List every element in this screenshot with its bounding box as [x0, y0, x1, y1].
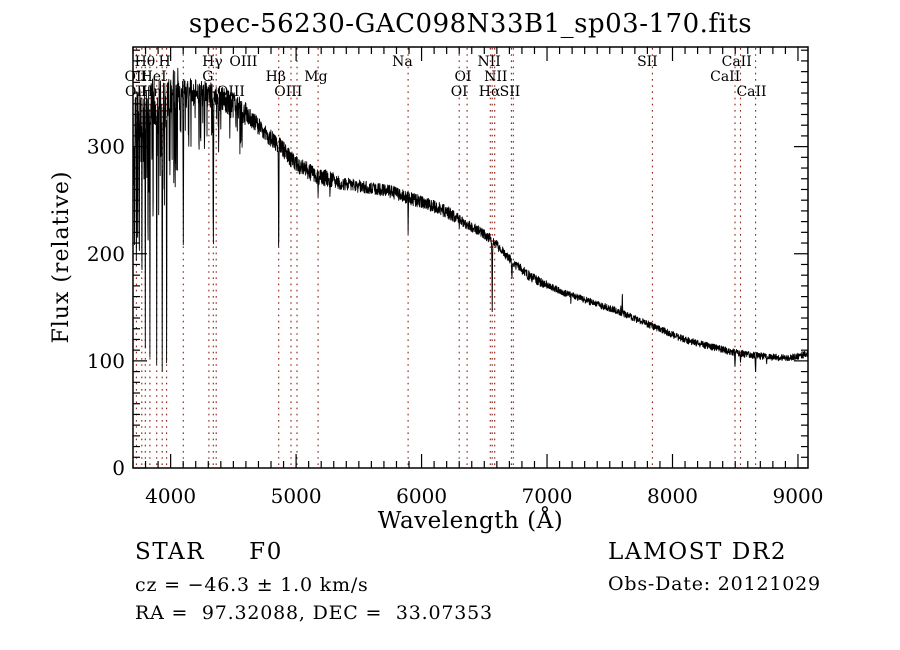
y-tick-label: 200	[87, 242, 125, 266]
plot-border	[132, 46, 809, 469]
x-tick-label: 8000	[647, 484, 698, 508]
spectral-line-label: CaII	[722, 54, 752, 70]
x-axis-title: Wavelength (Å)	[377, 508, 564, 534]
survey-label: LAMOST DR2	[608, 539, 788, 565]
spectral-line-label: NII	[484, 69, 507, 85]
spectral-line-label: Hα	[479, 84, 501, 100]
spectral-line-label: CaII	[710, 69, 740, 85]
spectral-line-label: SII	[500, 84, 521, 100]
x-tick-label: 9000	[773, 484, 824, 508]
spectral-line-label: OIII	[274, 84, 302, 100]
plot-title: spec-56230-GAC098N33B1_sp03-170.fits	[188, 9, 753, 39]
classification-line: STAR F0	[135, 539, 283, 565]
spectral-line-label: OII	[125, 69, 148, 85]
radial-velocity-line: cz = −46.3 ± 1.0 km/s	[135, 574, 369, 596]
spectral-line-label: OI	[451, 84, 468, 100]
spectral-line-label: H	[158, 54, 170, 70]
object-subclass: F0	[249, 539, 283, 565]
y-tick-label: 0	[112, 456, 125, 480]
spectral-line-label: Na	[392, 54, 413, 70]
spectral-line-label: CaII	[736, 84, 766, 100]
obs-date-label: Obs-Date: 20121029	[608, 573, 821, 595]
spectral-line-label: OII	[125, 84, 148, 100]
spectral-line-label: G	[202, 69, 213, 85]
spectrum-trace	[132, 67, 809, 373]
y-tick-label: 100	[87, 349, 125, 373]
y-tick-label: 300	[87, 135, 125, 159]
spectral-line-label: HeI	[141, 69, 167, 85]
spectral-line-label: Hγ	[202, 54, 223, 70]
spectral-line-label: SII	[637, 54, 658, 70]
x-tick-label: 7000	[522, 484, 573, 508]
spectral-line-label: Hθ	[135, 54, 156, 70]
spectral-line-label: Hβ	[266, 69, 286, 85]
spectral-line-label: OI	[454, 69, 471, 85]
spectral-line-label: Hη	[141, 84, 162, 100]
spectral-line-label: NII	[477, 54, 500, 70]
coordinates-line: RA = 97.32088, DEC = 33.07353	[135, 602, 493, 624]
x-tick-label: 4000	[145, 484, 196, 508]
x-tick-label: 5000	[271, 484, 322, 508]
spectral-line-label: Mg	[304, 69, 327, 85]
spectral-line-label: OIII	[229, 54, 257, 70]
x-tick-label: 6000	[396, 484, 447, 508]
object-class: STAR	[135, 539, 206, 565]
spectral-line-label: OIII	[217, 84, 245, 100]
